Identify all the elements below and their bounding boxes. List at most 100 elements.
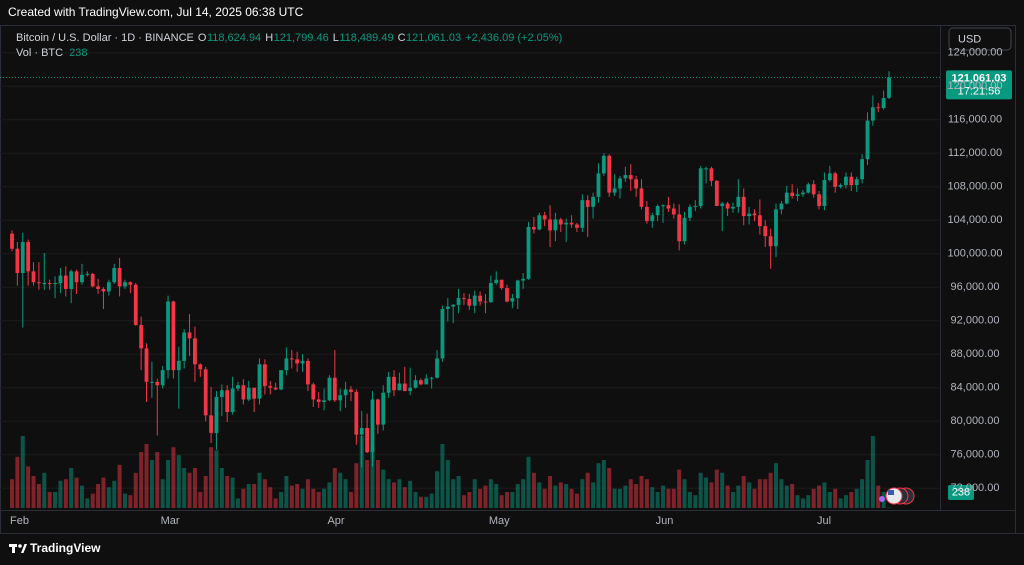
volume-bar [445,460,450,508]
legend-key: H [265,32,273,44]
candle-body [607,155,612,193]
volume-bar [574,493,579,508]
candle-body [53,283,57,285]
volume-bar [139,452,144,508]
candle-body [262,364,267,387]
volume-bar [402,487,407,508]
candle-body [736,196,741,207]
volume-bar [106,487,111,508]
candle-body [774,209,778,247]
volume-bar [418,496,423,508]
volume-bar [876,485,881,508]
volume-bar [693,495,698,508]
volume-bar [596,463,601,508]
candle-body [591,196,595,207]
legend-key: C [398,32,406,44]
candle-body [731,206,735,209]
volume-bar [144,444,149,508]
candle-body [757,215,762,227]
volume-bar [365,460,370,508]
candle-body [806,184,811,193]
volume-bar [322,488,327,508]
currency-button[interactable] [948,27,1012,51]
volume-bar [235,498,240,508]
candle-body [386,376,391,393]
candle-body [246,387,251,400]
volume-bar [650,487,655,508]
candle-body [725,203,730,209]
candle-body [876,107,881,109]
candle-body [268,386,273,388]
volume-bar [149,460,154,508]
candle-body [316,399,321,402]
volume-bar [730,492,735,508]
candle-body [817,194,821,207]
volume-bar [122,493,127,508]
logo-part [18,544,22,548]
volume-bar [225,476,230,508]
candle-body [763,226,768,237]
candle-body [413,380,418,388]
volume-bar [548,476,553,508]
candle-body [505,288,509,302]
candle-body [85,273,90,275]
y-tick-label: 104,000.00 [947,214,1002,226]
volume-bar [790,484,795,508]
candle-body [467,298,472,306]
volume-bar [305,479,310,508]
candle-body [69,271,74,289]
volume-bar [15,456,20,508]
candle-body [193,338,197,365]
volume-bar [370,444,375,508]
volume-bar [666,488,671,508]
x-tick-label: Jun [656,515,674,527]
volume-bar [257,472,262,508]
volume-bar [467,492,472,508]
candle-body [322,400,326,402]
x-tick-label: May [489,515,510,527]
candle-body [849,176,854,186]
candle-body [402,383,407,392]
volume-bar [580,479,585,508]
candle-body [747,213,752,217]
candle-body [375,399,380,425]
volume-bar [219,468,224,508]
volume-bar [741,476,746,508]
volume-bar [757,479,762,508]
volume-bar [774,463,779,508]
candle-body [666,205,671,209]
volume-tag [948,485,974,500]
candle-body [289,358,294,360]
y-tick-label: 124,000.00 [947,47,1002,59]
countdown-label: 17:21:56 [958,85,1001,97]
candle-body [31,271,36,283]
volume-bar [424,496,429,508]
logo-part [12,544,15,553]
candle-body [230,388,235,413]
volume-bar [461,495,466,508]
candle-body [693,206,698,208]
volume-bar [521,479,526,508]
volume-bar [687,492,692,508]
y-tick-label: 84,000.00 [951,382,1000,394]
volume-bar [456,476,461,508]
volume-bar [752,488,757,508]
volume-bar [677,469,682,508]
volume-bar [607,468,612,508]
candle-body [15,248,20,274]
candle-body [854,179,859,186]
candle-body [171,301,176,371]
volume-bar [817,485,822,508]
volume-bar [354,463,359,508]
volume-bar [725,485,730,508]
candle-body [661,205,665,207]
candle-body [381,392,386,425]
volume-bar [289,485,294,508]
candle-body [20,242,25,274]
volume-bar [714,469,719,508]
candle-body [42,283,47,285]
volume-bar [343,479,348,508]
volume-bar [623,485,628,508]
brand-name: TradingView [30,541,101,555]
event-icons [879,487,915,505]
